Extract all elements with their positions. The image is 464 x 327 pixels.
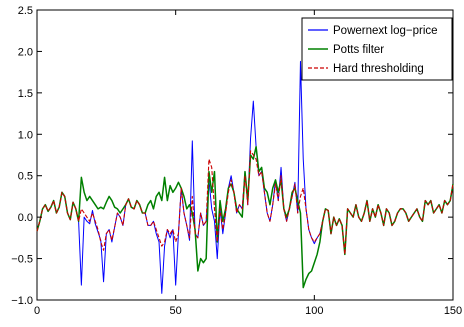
series-layer	[36, 60, 454, 294]
y-tick-label: −0.5	[11, 254, 33, 266]
y-tick-label: 2.5	[18, 5, 33, 17]
x-tick-label: 100	[305, 305, 323, 317]
y-tick-label: 0.0	[18, 212, 33, 224]
legend: Powernext log−price Potts filter Hard th…	[301, 17, 453, 81]
y-tick-label: 1.5	[18, 88, 33, 100]
legend-label-hard-thresholding: Hard thresholding	[333, 63, 424, 75]
legend-label-potts: Potts filter	[333, 44, 384, 56]
series-line-hard-thresholding	[36, 150, 454, 255]
x-tick-label: 150	[444, 305, 462, 317]
ticks-layer: 0 50 100 150 −1.0 −0.5 0.0 0.5 1.0 1.5 2.0 2.5	[11, 5, 462, 317]
y-tick-label: 0.5	[18, 171, 33, 183]
plot-frame	[36, 9, 454, 301]
series-line-potts	[36, 145, 454, 289]
y-tick-label: 1.0	[18, 129, 33, 141]
legend-label-powernext: Powernext log−price	[333, 25, 438, 37]
x-tick-label: 50	[170, 305, 182, 317]
x-tick-label: 0	[34, 305, 40, 317]
y-tick-label: −1.0	[11, 295, 33, 307]
y-tick-label: 2.0	[18, 46, 33, 58]
